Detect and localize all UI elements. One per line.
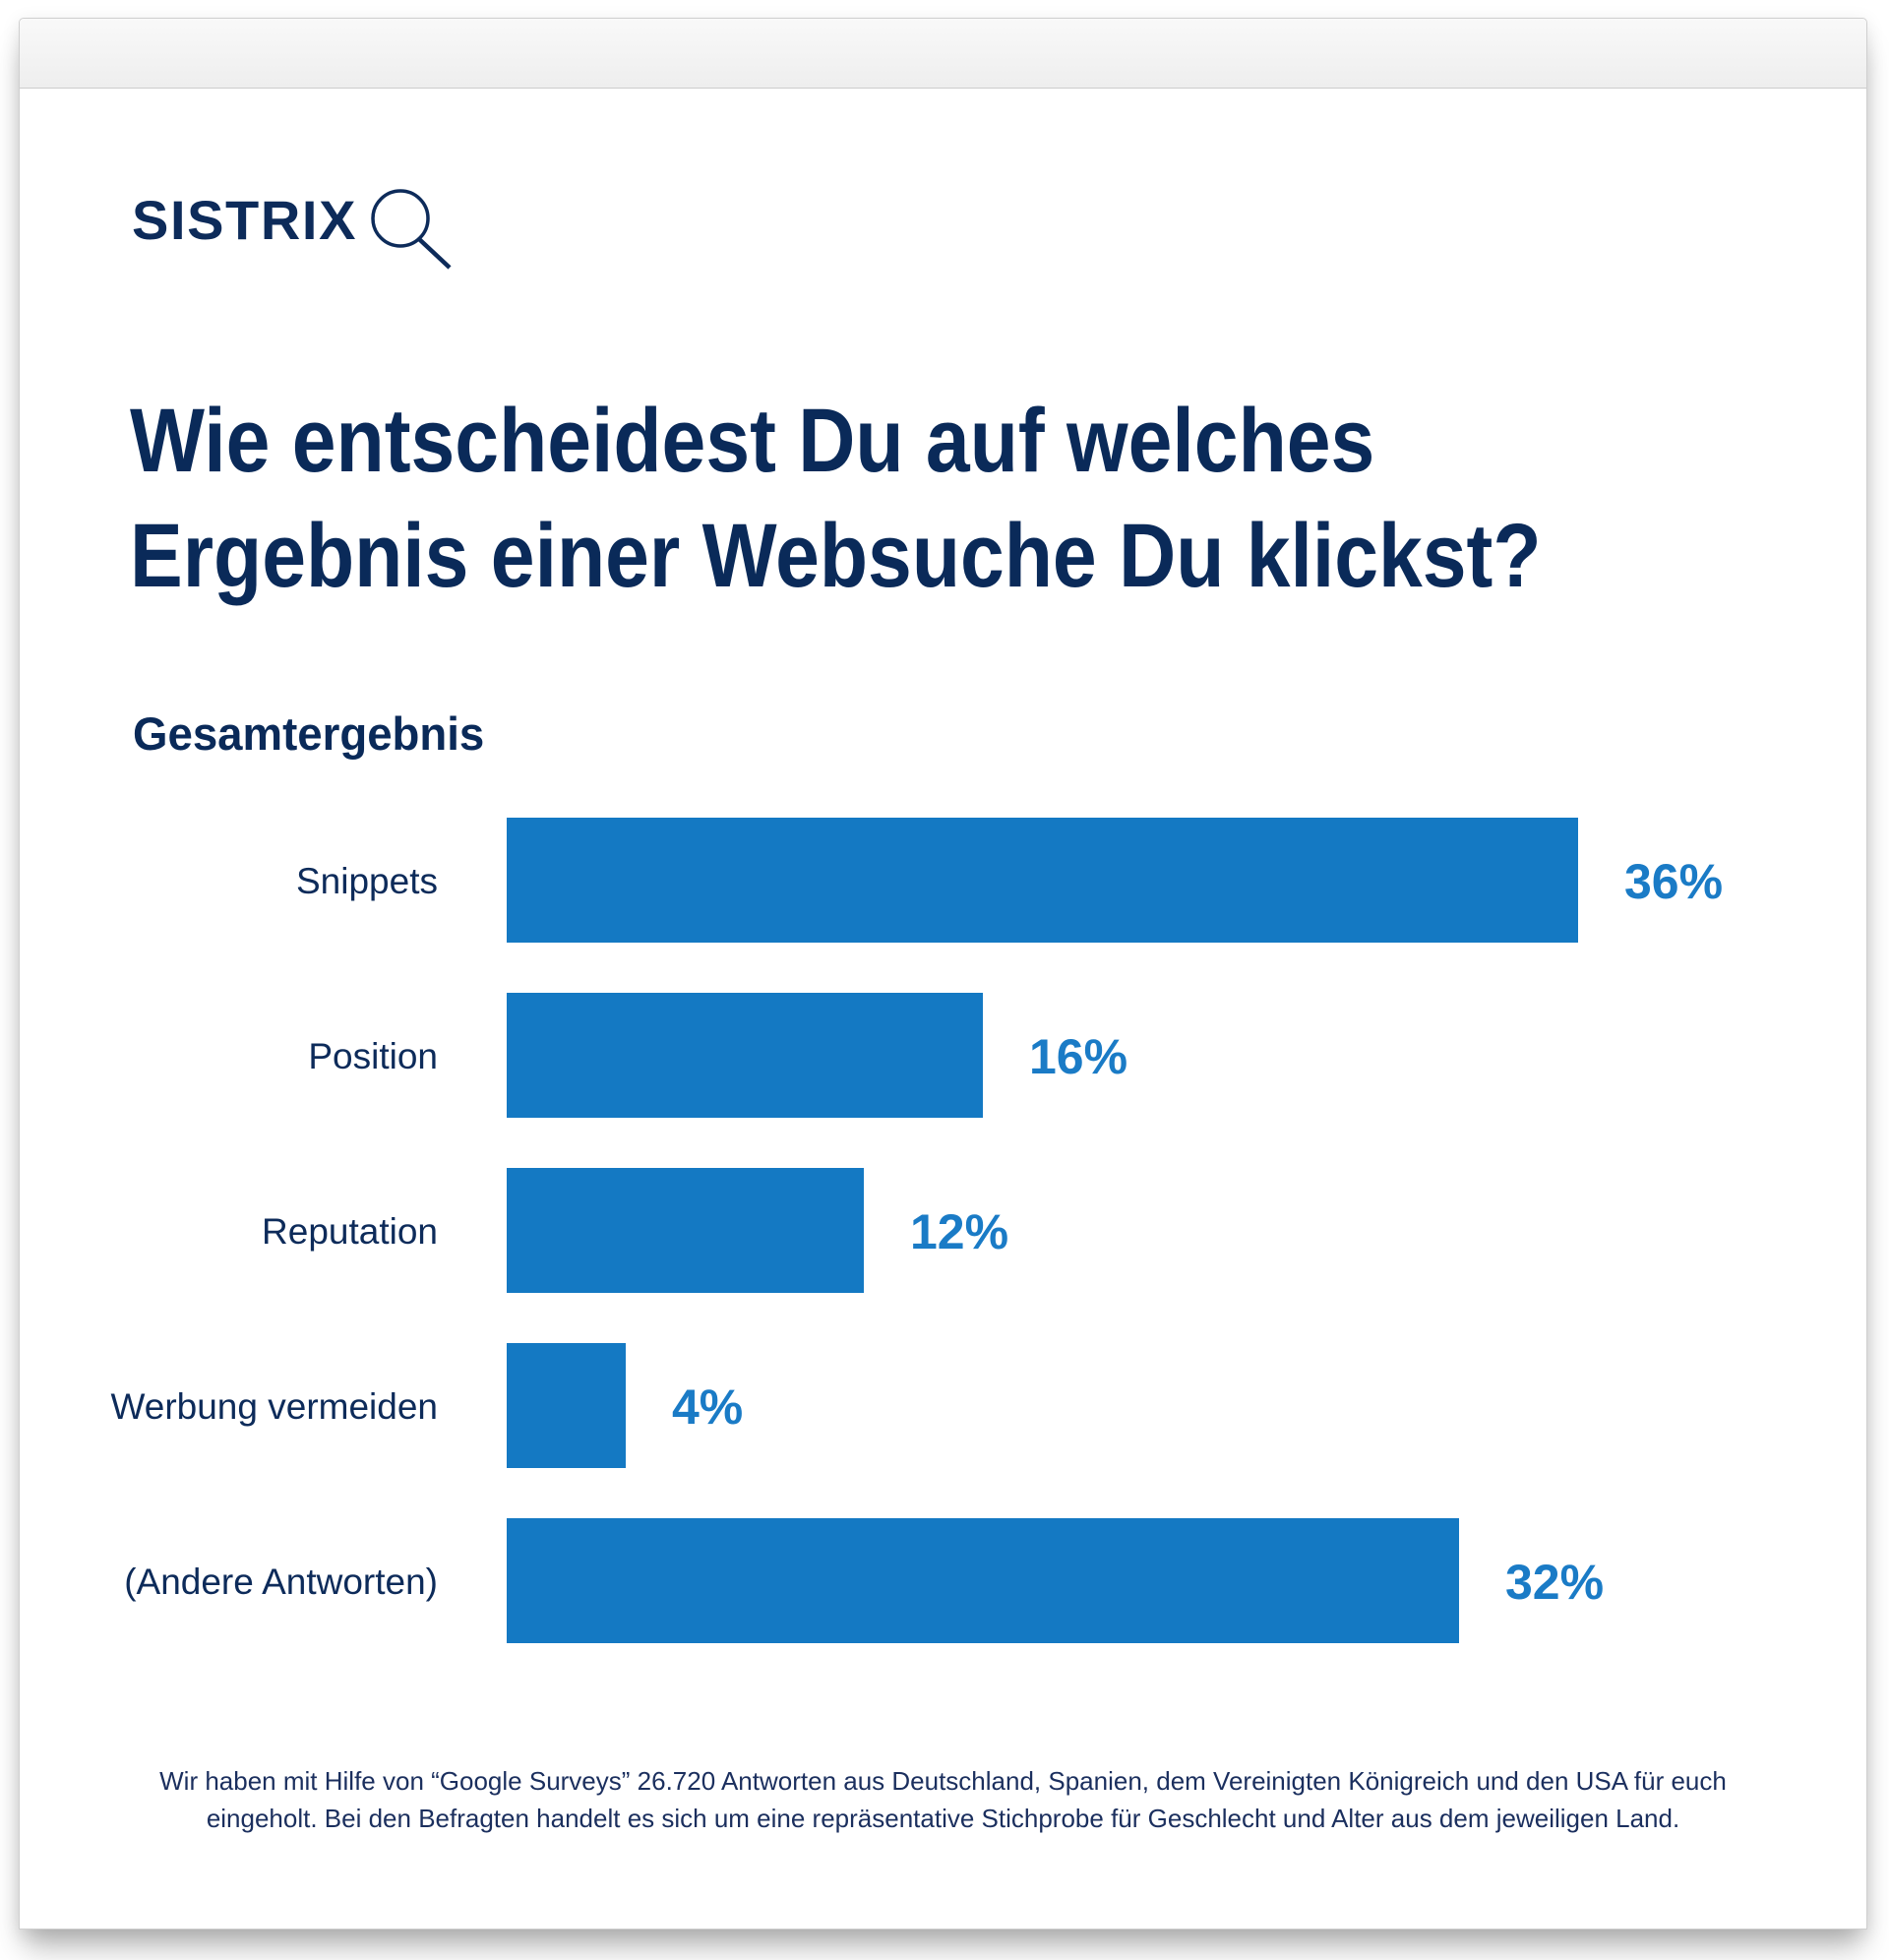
value-label: 36% [1624,853,1724,909]
bar [507,1168,864,1293]
chart-title-line-2: Ergebnis einer Websuche Du klickst? [130,506,1542,606]
sistrix-logo-text: SISTRIX [132,189,358,251]
category-label: (Andere Antworten) [124,1562,438,1602]
chart-title-line-1: Wie entscheidest Du auf welches [130,391,1375,491]
footnote-line-2: eingeholt. Bei den Befragten handelt es … [206,1804,1680,1833]
magnifier-handle [417,237,452,270]
bar [507,993,983,1118]
value-label: 12% [910,1203,1009,1259]
chart-subtitle: Gesamtergebnis [133,707,485,760]
category-label: Werbung vermeiden [110,1386,439,1427]
bar [507,1343,626,1468]
value-label: 4% [672,1378,744,1435]
bar [507,1518,1459,1643]
chart-title: Wie entscheidest Du auf welches Ergebnis… [130,384,1542,614]
window-header [20,19,1866,89]
footnote: Wir haben mit Hilfe von “Google Surveys”… [19,1762,1867,1837]
category-label: Position [308,1036,438,1076]
category-label: Snippets [296,861,438,901]
value-label: 16% [1029,1028,1128,1084]
category-label: Reputation [262,1211,438,1252]
footnote-line-1: Wir haben mit Hilfe von “Google Surveys”… [159,1766,1727,1796]
magnifier-lens [371,189,430,248]
bar [507,818,1578,943]
magnifier-icon [371,189,452,270]
value-label: 32% [1505,1554,1605,1610]
